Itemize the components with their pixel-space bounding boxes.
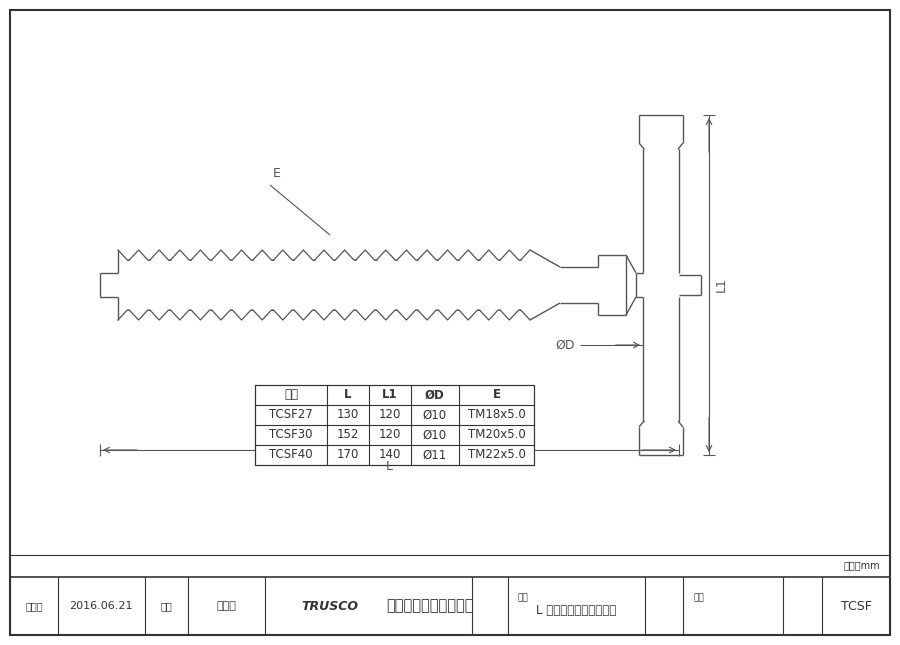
Text: 品番: 品番 <box>693 593 704 602</box>
Text: TCSF40: TCSF40 <box>269 448 313 462</box>
Text: 140: 140 <box>379 448 401 462</box>
Text: 120: 120 <box>379 408 401 421</box>
Text: 品番: 品番 <box>284 388 298 401</box>
Text: L: L <box>386 460 393 473</box>
Text: 単位：mm: 単位：mm <box>843 560 880 570</box>
Text: TCSF: TCSF <box>841 599 871 613</box>
Text: 2016.06.21: 2016.06.21 <box>69 601 133 611</box>
Text: Ø11: Ø11 <box>423 448 447 462</box>
Text: 120: 120 <box>379 428 401 441</box>
Text: 130: 130 <box>337 408 359 421</box>
Text: Ø10: Ø10 <box>423 408 447 421</box>
Text: E: E <box>492 388 500 401</box>
Text: L: L <box>344 388 352 401</box>
Text: ØD: ØD <box>555 339 575 352</box>
Text: 152: 152 <box>337 428 359 441</box>
Text: TM22x5.0: TM22x5.0 <box>468 448 526 462</box>
Text: TCSF27: TCSF27 <box>269 408 313 421</box>
Text: L1: L1 <box>382 388 398 401</box>
Text: 作成日: 作成日 <box>25 601 43 611</box>
Text: L1: L1 <box>715 277 728 292</box>
Text: 170: 170 <box>337 448 359 462</box>
Text: TCSF30: TCSF30 <box>269 428 313 441</box>
Text: 品名: 品名 <box>518 593 529 602</box>
Text: E: E <box>273 167 281 180</box>
Text: ØD: ØD <box>425 388 445 401</box>
Text: 検図: 検図 <box>160 601 172 611</box>
Text: 商品部: 商品部 <box>216 601 236 611</box>
Text: TM18x5.0: TM18x5.0 <box>468 408 526 421</box>
Text: トラスコ中山株式会社: トラスコ中山株式会社 <box>386 599 473 613</box>
Text: TM20x5.0: TM20x5.0 <box>468 428 526 441</box>
Bar <box>255 385 534 465</box>
Text: TRUSCO: TRUSCO <box>302 599 358 613</box>
Text: L 型クランプ用シャフト: L 型クランプ用シャフト <box>536 604 617 617</box>
Text: Ø10: Ø10 <box>423 428 447 441</box>
